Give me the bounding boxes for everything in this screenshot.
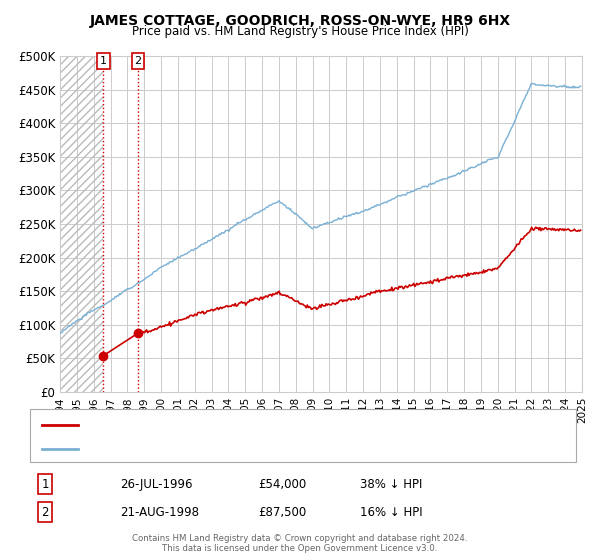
Text: £87,500: £87,500	[258, 506, 306, 519]
Bar	[60, 56, 103, 392]
Text: 1: 1	[100, 56, 107, 66]
Text: 38% ↓ HPI: 38% ↓ HPI	[360, 478, 422, 491]
Text: 26-JUL-1996: 26-JUL-1996	[120, 478, 193, 491]
Text: HPI: Average price, detached house, Herefordshire: HPI: Average price, detached house, Here…	[84, 444, 348, 454]
Text: JAMES COTTAGE, GOODRICH, ROSS-ON-WYE, HR9 6HX: JAMES COTTAGE, GOODRICH, ROSS-ON-WYE, HR…	[89, 14, 511, 28]
Bar	[60, 56, 103, 392]
Text: Price paid vs. HM Land Registry's House Price Index (HPI): Price paid vs. HM Land Registry's House …	[131, 25, 469, 38]
Text: 2: 2	[134, 56, 142, 66]
Text: 1: 1	[41, 478, 49, 491]
Text: 16% ↓ HPI: 16% ↓ HPI	[360, 506, 422, 519]
Text: Contains HM Land Registry data © Crown copyright and database right 2024.
This d: Contains HM Land Registry data © Crown c…	[132, 534, 468, 553]
Text: £54,000: £54,000	[258, 478, 306, 491]
Text: 21-AUG-1998: 21-AUG-1998	[120, 506, 199, 519]
Text: 2: 2	[41, 506, 49, 519]
Text: JAMES COTTAGE, GOODRICH, ROSS-ON-WYE, HR9 6HX (detached house): JAMES COTTAGE, GOODRICH, ROSS-ON-WYE, HR…	[84, 420, 462, 430]
